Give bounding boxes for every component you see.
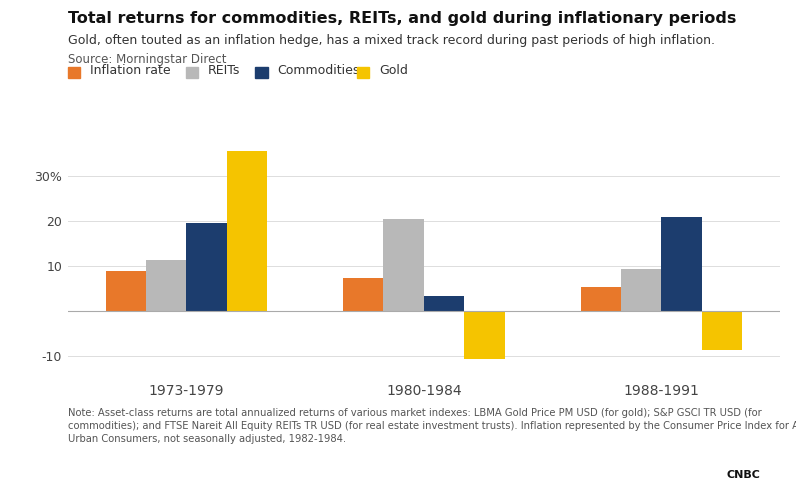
- Bar: [621, 268, 661, 312]
- Text: Total returns for commodities, REITs, and gold during inflationary periods: Total returns for commodities, REITs, an…: [68, 11, 736, 26]
- Bar: [661, 216, 702, 312]
- Text: Gold: Gold: [379, 64, 408, 77]
- Text: Commodities: Commodities: [277, 64, 360, 77]
- Bar: [227, 152, 267, 312]
- Bar: [146, 260, 186, 312]
- Bar: [702, 312, 742, 350]
- Text: Gold, often touted as an inflation hedge, has a mixed track record during past p: Gold, often touted as an inflation hedge…: [68, 34, 715, 47]
- Bar: [186, 224, 227, 312]
- Bar: [384, 219, 423, 312]
- Bar: [343, 278, 384, 312]
- Text: REITs: REITs: [208, 64, 240, 77]
- Bar: [464, 312, 505, 358]
- Bar: [580, 286, 621, 312]
- Bar: [424, 296, 464, 312]
- Text: Inflation rate: Inflation rate: [90, 64, 170, 77]
- Text: Note: Asset-class returns are total annualized returns of various market indexes: Note: Asset-class returns are total annu…: [68, 408, 796, 444]
- Text: CNBC: CNBC: [726, 470, 760, 480]
- Text: Source: Morningstar Direct: Source: Morningstar Direct: [68, 52, 226, 66]
- Bar: [106, 271, 146, 312]
